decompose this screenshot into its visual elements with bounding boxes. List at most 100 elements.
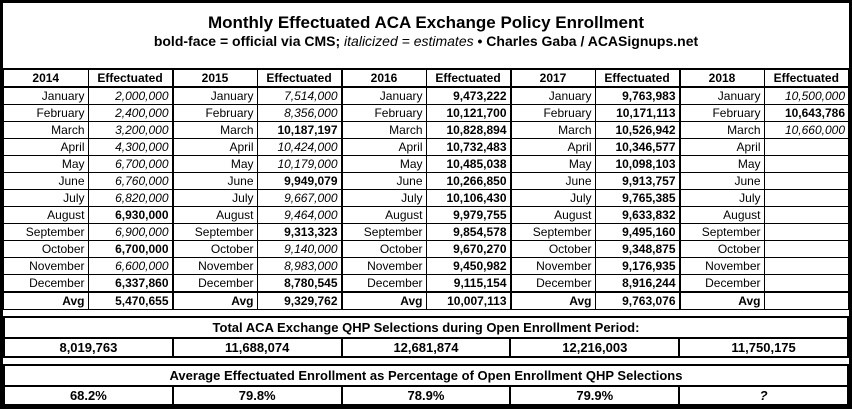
value-2017: 10,098,103 bbox=[594, 155, 681, 173]
value-2018: 10,660,000 bbox=[763, 121, 849, 139]
month-label-2015: July bbox=[172, 189, 258, 207]
value-2018 bbox=[763, 138, 849, 156]
effectuated-header-2018: Effectuated bbox=[763, 68, 849, 88]
month-label-2016: July bbox=[341, 189, 427, 207]
month-label-2014: November bbox=[3, 257, 89, 275]
value-2016: 9,979,755 bbox=[425, 206, 512, 224]
avg-label-2016: Avg bbox=[341, 291, 427, 310]
month-label-2018: February bbox=[679, 104, 765, 122]
value-2016: 10,828,894 bbox=[425, 121, 512, 139]
legend-bold-note: bold-face = official via CMS; bbox=[153, 33, 341, 49]
value-2014: 6,930,000 bbox=[87, 206, 174, 224]
value-2017: 9,176,935 bbox=[594, 257, 681, 275]
avg-label-2014: Avg bbox=[3, 291, 89, 310]
value-2016: 9,115,154 bbox=[425, 274, 512, 293]
value-2017: 9,765,385 bbox=[594, 189, 681, 207]
month-label-2014: December bbox=[3, 274, 89, 293]
month-label-2014: August bbox=[3, 206, 89, 224]
percentage-cell-1: 79.8% bbox=[174, 387, 343, 404]
month-label-2018: January bbox=[679, 86, 765, 105]
month-label-2017: March bbox=[510, 121, 596, 139]
month-label-2015: June bbox=[172, 172, 258, 190]
title-block: Monthly Effectuated ACA Exchange Policy … bbox=[3, 3, 849, 50]
month-label-2016: March bbox=[341, 121, 427, 139]
value-2016: 9,473,222 bbox=[425, 86, 512, 105]
month-label-2014: June bbox=[3, 172, 89, 190]
value-2016: 9,670,270 bbox=[425, 240, 512, 258]
effectuated-header-2017: Effectuated bbox=[594, 68, 681, 88]
value-2014: 6,700,000 bbox=[87, 240, 174, 258]
month-label-2017: February bbox=[510, 104, 596, 122]
month-label-2015: October bbox=[172, 240, 258, 258]
month-row-august: August 6,930,000 August 9,464,000 August 9,97… bbox=[3, 206, 849, 224]
page-title: Monthly Effectuated ACA Exchange Policy … bbox=[207, 13, 645, 32]
month-row-april: April 4,300,000 April 10,424,000 April 10,732… bbox=[3, 138, 849, 156]
month-label-2015: February bbox=[172, 104, 258, 122]
percentage-title: Average Effectuated Enrollment as Percen… bbox=[3, 364, 849, 385]
value-2014: 6,600,000 bbox=[87, 257, 174, 275]
value-2014: 6,700,000 bbox=[87, 155, 174, 173]
percentage-cell-0: 68.2% bbox=[5, 387, 174, 404]
value-2015: 9,464,000 bbox=[256, 206, 343, 224]
year-header-2017: 2017 bbox=[510, 68, 596, 88]
value-2017: 8,916,244 bbox=[594, 274, 681, 293]
percentage-cell-2: 78.9% bbox=[343, 387, 512, 404]
year-header-2015: 2015 bbox=[172, 68, 258, 88]
value-2016: 9,450,982 bbox=[425, 257, 512, 275]
month-label-2014: May bbox=[3, 155, 89, 173]
year-header-2018: 2018 bbox=[679, 68, 765, 88]
month-label-2018: March bbox=[679, 121, 765, 139]
value-2015: 9,313,323 bbox=[256, 223, 343, 241]
month-label-2018: August bbox=[679, 206, 765, 224]
avg-label-2018: Avg bbox=[679, 291, 765, 310]
month-label-2015: January bbox=[172, 86, 258, 105]
month-label-2014: April bbox=[3, 138, 89, 156]
month-row-july: July 6,820,000 July 9,667,000 July 10,106,430… bbox=[3, 189, 849, 207]
bullet-separator: • bbox=[477, 33, 483, 49]
value-2018 bbox=[763, 189, 849, 207]
value-2015: 10,179,000 bbox=[256, 155, 343, 173]
month-label-2017: December bbox=[510, 274, 596, 293]
month-label-2016: January bbox=[341, 86, 427, 105]
month-row-november: November 6,600,000 November 8,983,000 Novemb… bbox=[3, 257, 849, 275]
month-label-2017: June bbox=[510, 172, 596, 190]
month-label-2018: June bbox=[679, 172, 765, 190]
month-row-may: May 6,700,000 May 10,179,000 May 10,485,038 Ma… bbox=[3, 155, 849, 173]
value-2014: 6,760,000 bbox=[87, 172, 174, 190]
value-2018 bbox=[763, 257, 849, 275]
month-label-2018: July bbox=[679, 189, 765, 207]
month-row-october: October 6,700,000 October 9,140,000 October 9… bbox=[3, 240, 849, 258]
month-label-2018: November bbox=[679, 257, 765, 275]
month-label-2017: January bbox=[510, 86, 596, 105]
value-2017: 10,526,942 bbox=[594, 121, 681, 139]
month-label-2018: April bbox=[679, 138, 765, 156]
enrollment-table: 2014 Effectuated 2015 Effectuated 2016 Effect… bbox=[3, 68, 849, 310]
value-2015: 8,356,000 bbox=[256, 104, 343, 122]
value-2014: 6,820,000 bbox=[87, 189, 174, 207]
avg-label-2015: Avg bbox=[172, 291, 258, 310]
month-row-march: March 3,200,000 March 10,187,197 March 10,828… bbox=[3, 121, 849, 139]
qhp-total-cell-4: 11,750,175 bbox=[731, 340, 796, 355]
month-row-january: January 2,000,000 January 7,514,000 January 9… bbox=[3, 86, 849, 105]
value-2016: 10,485,038 bbox=[425, 155, 512, 173]
value-2015: 10,187,197 bbox=[256, 121, 343, 139]
month-label-2017: April bbox=[510, 138, 596, 156]
value-2016: 9,854,578 bbox=[425, 223, 512, 241]
percentage-cell-4: ? bbox=[759, 388, 768, 403]
table-header-row: 2014 Effectuated 2015 Effectuated 2016 Effect… bbox=[3, 68, 849, 88]
month-label-2014: March bbox=[3, 121, 89, 139]
month-label-2017: August bbox=[510, 206, 596, 224]
effectuated-header-2016: Effectuated bbox=[425, 68, 512, 88]
month-row-june: June 6,760,000 June 9,949,079 June 10,266,850… bbox=[3, 172, 849, 190]
percentage-section: Average Effectuated Enrollment as Percen… bbox=[3, 364, 849, 406]
qhp-total-cell-2: 12,681,874 bbox=[343, 339, 512, 356]
month-label-2016: September bbox=[341, 223, 427, 241]
value-2016: 10,121,700 bbox=[425, 104, 512, 122]
month-label-2014: July bbox=[3, 189, 89, 207]
value-2015: 8,780,545 bbox=[256, 274, 343, 293]
avg-value-2017: 9,763,076 bbox=[594, 291, 681, 310]
value-2014: 2,000,000 bbox=[87, 86, 174, 105]
month-label-2015: March bbox=[172, 121, 258, 139]
month-label-2016: October bbox=[341, 240, 427, 258]
qhp-total-cell-1: 11,688,074 bbox=[174, 339, 343, 356]
